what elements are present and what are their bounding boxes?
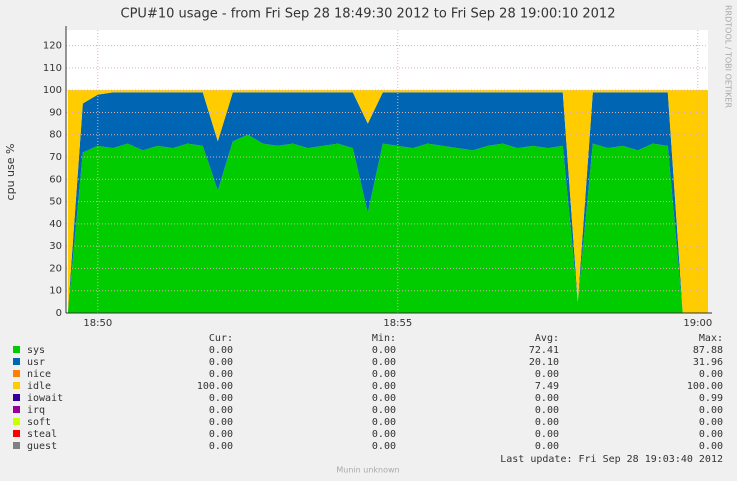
legend-label: iowait xyxy=(27,393,63,404)
legend-value: 0.00 xyxy=(372,345,396,356)
legend-value: 0.00 xyxy=(372,417,396,428)
legend-value: 20.10 xyxy=(529,357,559,368)
legend-value: 0.00 xyxy=(372,429,396,440)
legend-swatch xyxy=(13,382,20,389)
legend-value: 0.00 xyxy=(209,369,233,380)
legend-value: 0.00 xyxy=(699,429,723,440)
legend-value: 0.00 xyxy=(372,381,396,392)
y-tick-label: 100 xyxy=(43,85,62,96)
legend-value: 0.00 xyxy=(209,441,233,452)
y-axis-label: cpu use % xyxy=(4,144,17,201)
legend-swatch xyxy=(13,370,20,377)
legend-swatch xyxy=(13,406,20,413)
y-tick-label: 120 xyxy=(43,41,62,52)
legend-value: 0.00 xyxy=(209,417,233,428)
legend-value: 87.88 xyxy=(693,345,723,356)
y-tick-label: 70 xyxy=(49,152,62,163)
last-update: Last update: Fri Sep 28 19:03:40 2012 xyxy=(500,454,723,465)
legend-label: soft xyxy=(27,417,51,428)
y-tick-label: 0 xyxy=(56,308,62,319)
chart-title: CPU#10 usage - from Fri Sep 28 18:49:30 … xyxy=(121,7,616,22)
y-tick-label: 20 xyxy=(49,263,62,274)
legend-value: 0.00 xyxy=(535,405,559,416)
legend-value: 0.00 xyxy=(372,369,396,380)
legend-value: 0.00 xyxy=(699,417,723,428)
legend-value: 0.00 xyxy=(535,369,559,380)
legend-label: usr xyxy=(27,357,45,368)
legend-label: idle xyxy=(27,381,51,392)
legend-swatch xyxy=(13,418,20,425)
legend-value: 0.00 xyxy=(209,405,233,416)
legend-value: 0.00 xyxy=(209,357,233,368)
area-usr xyxy=(67,92,709,313)
legend-value: 0.00 xyxy=(535,429,559,440)
legend-value: 0.99 xyxy=(699,393,723,404)
y-tick-label: 50 xyxy=(49,197,62,208)
legend-swatch xyxy=(13,394,20,401)
legend-value: 0.00 xyxy=(699,369,723,380)
y-tick-label: 80 xyxy=(49,130,62,141)
legend-value: 0.00 xyxy=(209,429,233,440)
legend-value: 0.00 xyxy=(372,357,396,368)
footer: Munin unknown xyxy=(336,466,399,475)
legend-label: guest xyxy=(27,441,57,452)
legend-value: 0.00 xyxy=(535,417,559,428)
legend-value: 0.00 xyxy=(372,441,396,452)
legend-value: 0.00 xyxy=(372,405,396,416)
x-tick-label: 18:55 xyxy=(383,318,412,329)
legend-value: 100.00 xyxy=(197,381,233,392)
legend-value: 100.00 xyxy=(687,381,723,392)
legend-value: 0.00 xyxy=(209,345,233,356)
y-tick-label: 110 xyxy=(43,63,62,74)
y-tick-label: 10 xyxy=(49,286,62,297)
y-tick-label: 30 xyxy=(49,241,62,252)
legend-value: 72.41 xyxy=(529,345,559,356)
legend-value: 0.00 xyxy=(535,393,559,404)
legend-header: Min: xyxy=(372,333,396,344)
legend-label: sys xyxy=(27,345,45,356)
y-tick-label: 40 xyxy=(49,219,62,230)
legend-label: nice xyxy=(27,369,51,380)
legend-header: Cur: xyxy=(209,333,233,344)
legend-value: 0.00 xyxy=(699,405,723,416)
legend-value: 7.49 xyxy=(535,381,559,392)
legend-swatch xyxy=(13,442,20,449)
legend-value: 0.00 xyxy=(699,441,723,452)
legend-value: 0.00 xyxy=(372,393,396,404)
legend-header: Avg: xyxy=(535,333,559,344)
legend-header: Max: xyxy=(699,333,723,344)
legend-swatch xyxy=(13,346,20,353)
y-tick-label: 90 xyxy=(49,107,62,118)
legend-swatch xyxy=(13,430,20,437)
legend-label: irq xyxy=(27,405,45,416)
x-tick-label: 18:50 xyxy=(83,318,112,329)
legend-value: 31.96 xyxy=(693,357,723,368)
watermark: RRDTOOL / TOBI OETIKER xyxy=(724,5,733,108)
y-tick-label: 60 xyxy=(49,174,62,185)
legend-swatch xyxy=(13,358,20,365)
legend-label: steal xyxy=(27,429,57,440)
legend-value: 0.00 xyxy=(535,441,559,452)
x-tick-label: 19:00 xyxy=(683,318,712,329)
legend-value: 0.00 xyxy=(209,393,233,404)
